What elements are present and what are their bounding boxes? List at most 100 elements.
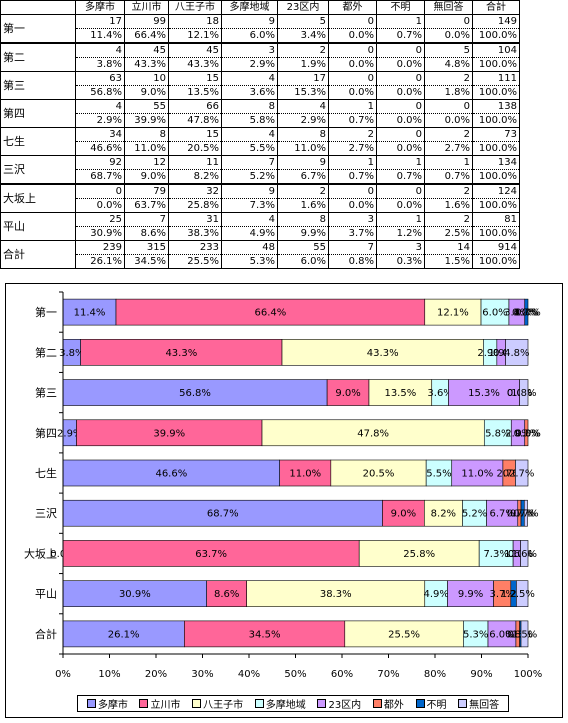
table-row: 2.9% 39.9% 47.8% 5.8% 2.9% 0.7% 0.0% 0.0% 100.0% bbox=[1, 113, 520, 128]
data-label: 0.7% bbox=[514, 308, 539, 319]
percent-cell: 2.7% bbox=[424, 141, 473, 156]
data-label: 2.5% bbox=[509, 589, 534, 600]
percent-cell: 5.5% bbox=[221, 141, 278, 156]
stacked-bar-chart: 11.4%66.4%12.1%6.0%3.4%0.0%0.7%0.0%第一3.8… bbox=[24, 291, 542, 680]
category-label: 第二 bbox=[35, 345, 57, 359]
count-cell: 99 bbox=[124, 14, 169, 29]
count-cell: 0 bbox=[376, 71, 425, 86]
percent-cell: 0.0% bbox=[376, 85, 425, 100]
count-cell: 1 bbox=[376, 212, 425, 227]
row-label: 平山 bbox=[0, 212, 76, 241]
percent-cell: 0.0% bbox=[376, 198, 425, 213]
data-label: 3.7% bbox=[489, 589, 514, 600]
percent-cell: 3.4% bbox=[277, 28, 329, 44]
legend-item: 不明 bbox=[415, 696, 447, 711]
count-cell: 7 bbox=[124, 212, 169, 227]
percent-cell: 0.0% bbox=[376, 141, 425, 156]
data-label: 30.9% bbox=[119, 589, 151, 600]
percent-cell: 20.5% bbox=[168, 141, 222, 156]
count-cell: 2 bbox=[277, 183, 329, 199]
row-label: 三沢 bbox=[0, 155, 76, 185]
category-label: 大坂上 bbox=[24, 546, 57, 560]
table-row: 合計 239 315 233 48 55 7 3 14 914 bbox=[0, 240, 520, 269]
legend-swatch bbox=[139, 699, 149, 708]
percent-cell: 11.0% bbox=[124, 141, 169, 156]
table-row: 七生 34 8 15 4 8 2 0 2 73 bbox=[0, 127, 520, 156]
data-label: 9.0% bbox=[335, 388, 360, 399]
table-row: 第二 4 45 45 3 2 0 0 5 104 bbox=[0, 42, 520, 72]
percent-cell: 3.7% bbox=[328, 226, 377, 241]
percent-cell: 100.0% bbox=[472, 85, 520, 100]
bar-segment bbox=[62, 580, 207, 607]
count-cell: 2 bbox=[424, 127, 473, 142]
legend-swatch bbox=[372, 699, 382, 708]
data-label: 38.3% bbox=[320, 589, 352, 600]
data-label: 63.7% bbox=[195, 549, 227, 560]
count-cell: 9 bbox=[221, 183, 278, 199]
count-cell: 63 bbox=[75, 71, 125, 86]
data-label: 2.9% bbox=[505, 428, 530, 439]
percent-cell: 56.8% bbox=[75, 85, 125, 100]
count-cell: 15 bbox=[168, 71, 222, 86]
table-row: 46.6% 11.0% 20.5% 5.5% 11.0% 2.7% 0.0% 2.7% 100.… bbox=[1, 141, 520, 156]
bar-segment bbox=[184, 620, 346, 648]
header-cell: 多摩市 bbox=[75, 0, 125, 15]
percent-cell: 43.3% bbox=[124, 57, 169, 72]
count-cell: 18 bbox=[168, 14, 222, 29]
bar-segment bbox=[487, 620, 517, 648]
percent-cell: 0.0% bbox=[75, 198, 125, 213]
bar-segment bbox=[480, 298, 510, 326]
percent-cell: 0.7% bbox=[328, 113, 377, 128]
percent-cell: 0.0% bbox=[376, 113, 425, 128]
table-row: 大坂上 0 79 32 9 2 0 0 2 124 bbox=[0, 183, 520, 213]
legend-swatch bbox=[254, 699, 264, 708]
bar-segment bbox=[520, 540, 529, 567]
legend-label: 23区内 bbox=[328, 700, 362, 711]
count-cell: 0 bbox=[75, 183, 125, 199]
bar-segment bbox=[425, 459, 453, 487]
x-tick-label: 60% bbox=[331, 669, 353, 680]
count-cell: 0 bbox=[424, 14, 473, 29]
bar-segment bbox=[516, 580, 529, 607]
category-label: 第四 bbox=[35, 426, 57, 440]
percent-cell: 8.2% bbox=[168, 169, 222, 185]
percent-cell: 5.3% bbox=[221, 254, 278, 269]
count-cell: 1 bbox=[424, 155, 473, 170]
row-label: 第二 bbox=[0, 42, 76, 72]
count-cell: 233 bbox=[168, 240, 222, 255]
percent-cell: 39.9% bbox=[124, 113, 169, 128]
count-cell: 914 bbox=[472, 240, 520, 255]
count-cell: 8 bbox=[277, 127, 329, 142]
data-label: 11.0% bbox=[289, 469, 321, 480]
count-cell: 5 bbox=[277, 14, 329, 29]
legend-swatch bbox=[86, 699, 96, 708]
x-tick-label: 70% bbox=[377, 669, 399, 680]
percent-cell: 30.9% bbox=[75, 226, 125, 241]
percent-cell: 0.0% bbox=[424, 113, 473, 128]
bar-segment bbox=[519, 379, 529, 406]
data-label: 68.7% bbox=[207, 509, 239, 520]
data-label: 20.5% bbox=[363, 469, 395, 480]
percent-cell: 2.7% bbox=[328, 141, 377, 156]
count-cell: 111 bbox=[472, 71, 520, 86]
count-cell: 9 bbox=[221, 14, 278, 29]
percent-cell: 7.3% bbox=[221, 198, 278, 213]
data-label: 39.9% bbox=[153, 428, 185, 439]
count-cell: 14 bbox=[424, 240, 473, 255]
count-cell: 0 bbox=[424, 99, 473, 114]
percent-cell: 0.7% bbox=[376, 169, 425, 185]
bar-segment bbox=[281, 339, 484, 366]
data-label: 66.4% bbox=[254, 308, 286, 319]
percent-cell: 0.0% bbox=[376, 57, 425, 72]
percent-cell: 6.7% bbox=[277, 169, 329, 185]
data-label: 1.6% bbox=[512, 549, 537, 560]
percent-cell: 0.0% bbox=[328, 85, 377, 100]
data-label: 8.2% bbox=[431, 509, 456, 520]
data-label: 25.5% bbox=[388, 629, 420, 640]
count-cell: 0 bbox=[328, 71, 377, 86]
data-label: 11.4% bbox=[74, 308, 106, 319]
count-cell: 0 bbox=[376, 42, 425, 58]
legend-label: 無回答 bbox=[469, 700, 500, 711]
category-label: 平山 bbox=[35, 588, 57, 601]
count-cell: 104 bbox=[472, 42, 520, 58]
